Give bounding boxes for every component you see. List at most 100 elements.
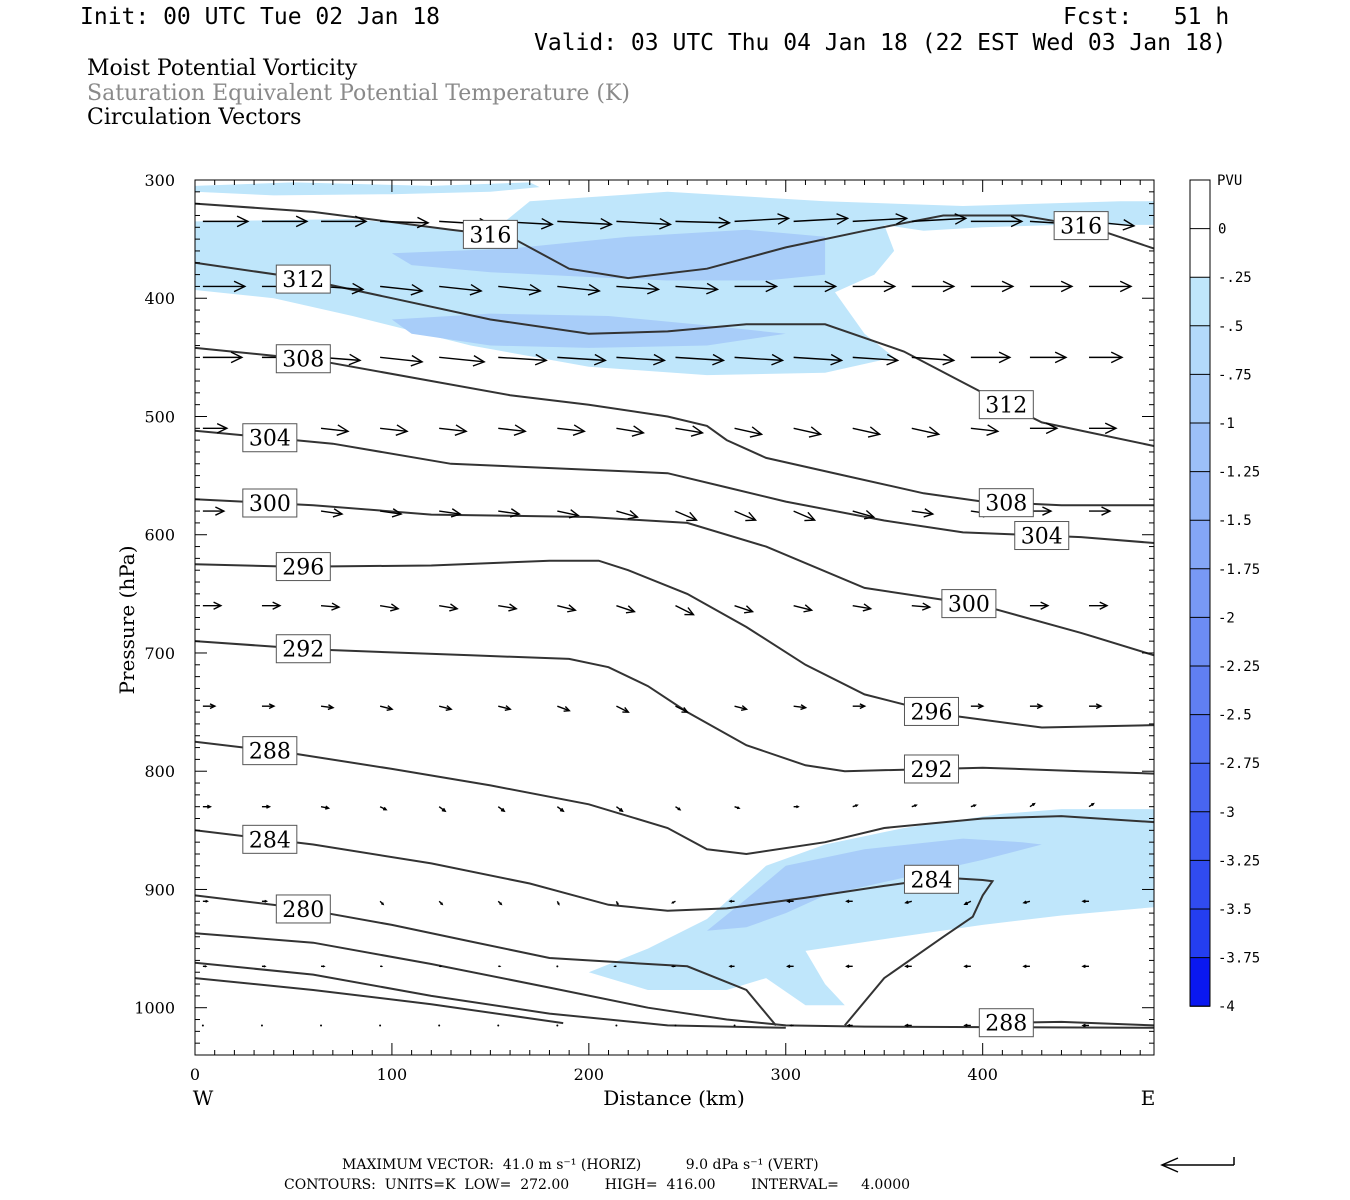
contour-label-box <box>1053 211 1109 241</box>
vector-arrow <box>498 427 526 433</box>
contour-label-box <box>242 824 298 854</box>
contour-label-box <box>275 264 331 294</box>
vector-arrow <box>498 285 541 292</box>
vector-arrow-head <box>215 506 226 516</box>
vector-arrow-head <box>684 607 695 616</box>
colorbar-segment <box>1190 520 1210 569</box>
vector-arrow-head <box>386 705 394 712</box>
vector-arrow <box>911 356 954 362</box>
vector-arrow-head <box>213 601 223 610</box>
vector-arrow-head <box>963 901 968 906</box>
vector-arrow-head <box>855 804 859 808</box>
vector-arrow <box>439 285 482 292</box>
colorbar-label: -.5 <box>1218 319 1243 335</box>
vector-arrow-head <box>204 965 208 968</box>
vector-arrow-head <box>205 899 209 903</box>
vector-arrow-head <box>1031 802 1036 807</box>
vector-arrow <box>557 510 579 517</box>
x-end-label-west: W <box>193 1086 214 1110</box>
pv-region-5 <box>707 838 1042 931</box>
vector-arrow-head <box>233 280 247 293</box>
y-tick-label: 300 <box>144 171 175 190</box>
vector-arrow-head <box>845 899 850 904</box>
colorbar-segment <box>1190 325 1210 375</box>
colorbar-label: -3 <box>1218 805 1235 821</box>
contour-label-2-0: 308 <box>275 344 331 374</box>
y-tick-label: 400 <box>144 289 175 308</box>
vector-arrow <box>439 356 485 363</box>
vector-arrow-head <box>449 603 459 612</box>
colorbar-label: -4 <box>1218 999 1235 1015</box>
vector-arrow-head <box>351 282 365 295</box>
contour-label-box <box>978 1008 1034 1038</box>
contour-label-text: 312 <box>985 394 1027 419</box>
vector-arrow-head <box>295 215 309 228</box>
vector-arrow-head <box>718 216 732 229</box>
vector-arrow-head <box>830 353 844 366</box>
vector-arrow <box>675 356 724 362</box>
contour-label-text: 300 <box>948 593 990 618</box>
pv-region-4 <box>588 809 1154 1006</box>
vector-arrow-head <box>216 422 229 434</box>
contour-label-box <box>462 219 518 249</box>
vector-arrow-head <box>599 217 613 230</box>
vector-arrow-head <box>268 703 276 710</box>
colorbar-segment <box>1190 277 1210 326</box>
vector-arrow <box>793 604 812 611</box>
vector-arrow-head <box>1010 215 1024 228</box>
contour-label-box <box>242 423 298 453</box>
vector-arrow <box>380 285 423 292</box>
vector-arrow-head <box>1022 964 1027 969</box>
vector-arrow-head <box>749 426 764 438</box>
vector-arrow-head <box>567 604 577 613</box>
colorbar-segment <box>1190 666 1210 715</box>
vector-arrow <box>852 356 898 362</box>
colorbar-segment <box>1190 423 1210 472</box>
y-tick-label: 500 <box>144 407 175 426</box>
contour-label-5-0: 296 <box>275 552 331 582</box>
vector-arrow-head <box>786 964 791 969</box>
vector-arrow-head <box>509 508 521 518</box>
vector-arrow-head <box>1095 703 1103 710</box>
vector-arrow-head <box>728 964 733 968</box>
vector-arrow-head <box>410 283 424 296</box>
vector-arrow <box>556 1024 559 1027</box>
vector-arrow <box>911 427 939 435</box>
vector-arrow-head <box>1081 899 1086 904</box>
contour-label-text: 292 <box>282 638 324 663</box>
vector-arrow-head <box>616 902 619 906</box>
vector-arrow <box>675 220 730 224</box>
colorbar-segment <box>1190 957 1210 1007</box>
theta-contour-12 <box>195 977 564 1025</box>
vector-arrow-head <box>1119 280 1133 293</box>
contour-label-box <box>903 864 959 894</box>
vector-arrow-head <box>508 603 518 612</box>
vector-arrow-head <box>540 217 554 230</box>
contour-label-box <box>275 894 331 924</box>
vector-arrow-head <box>209 703 217 710</box>
vector-arrow <box>615 1024 618 1027</box>
contour-label-8-1: 284 <box>903 864 959 894</box>
colorbar-label: -3.75 <box>1218 951 1260 967</box>
vector-arrow-head <box>513 424 527 436</box>
vector-arrow <box>320 705 334 709</box>
vector-arrow <box>439 705 452 710</box>
pv-colorbar: 0 -.25 -.5 -.75 -1 -1.25 -1.5 -1.75 -2 -2.25 -2.5 -… <box>1189 179 1260 1015</box>
vector-arrow-head <box>921 602 932 611</box>
vector-arrow-head <box>963 1023 968 1028</box>
vector-arrow-head <box>534 353 548 366</box>
vector-arrow <box>616 705 629 713</box>
vector-arrow-head <box>450 508 462 518</box>
vector-arrow-head <box>1101 506 1112 516</box>
vector-arrow <box>557 356 606 362</box>
vector-arrow-head <box>322 965 326 968</box>
vector-arrow <box>556 965 559 968</box>
vector-arrow <box>320 1024 323 1027</box>
vector-arrow-head <box>926 426 941 438</box>
vector-arrow-head <box>904 964 909 969</box>
vector-arrow <box>320 604 340 608</box>
colorbar-segment <box>1190 180 1210 229</box>
vector-arrow <box>380 510 402 515</box>
x-axis-title: Distance (km) <box>603 1086 745 1110</box>
vector-arrow <box>380 356 423 363</box>
